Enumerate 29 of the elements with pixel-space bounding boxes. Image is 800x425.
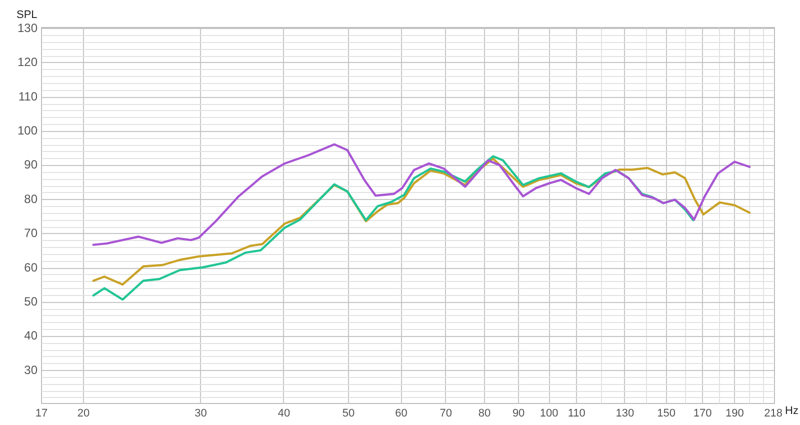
- x-tick-label: 80: [478, 408, 491, 420]
- x-tick-label: 70: [440, 408, 452, 420]
- x-axis-title: Hz: [785, 405, 798, 418]
- x-tick-label: 218: [764, 408, 783, 420]
- x-tick-label: 90: [512, 408, 525, 420]
- y-tick-label: 80: [24, 192, 38, 206]
- x-tick-label: 130: [616, 408, 634, 420]
- x-tick-label: 30: [194, 408, 207, 420]
- x-tick-label: 100: [540, 408, 558, 420]
- x-tick-label: 150: [657, 408, 676, 420]
- y-tick-label: 110: [18, 89, 38, 104]
- x-tick-label: 40: [278, 408, 290, 420]
- y-tick-label: 70: [24, 226, 38, 240]
- y-axis-title: SPL: [16, 9, 38, 21]
- x-tick-label: 190: [726, 408, 744, 420]
- y-tick-label: 130: [17, 21, 38, 35]
- x-tick-label: 20: [77, 408, 90, 420]
- y-tick-label: 30: [24, 362, 38, 377]
- x-tick-label: 17: [35, 408, 48, 420]
- y-tick-label: 50: [24, 294, 38, 308]
- y-tick-label: 90: [24, 158, 38, 172]
- x-tick-label: 170: [693, 408, 712, 420]
- y-tick-label: 100: [17, 124, 38, 138]
- y-tick-label: 40: [24, 328, 38, 343]
- x-tick-label: 60: [395, 408, 408, 420]
- x-tick-label: 50: [342, 408, 355, 420]
- x-tick-label: 110: [568, 408, 586, 420]
- y-tick-label: 60: [24, 260, 38, 274]
- y-tick-label: 120: [17, 55, 38, 70]
